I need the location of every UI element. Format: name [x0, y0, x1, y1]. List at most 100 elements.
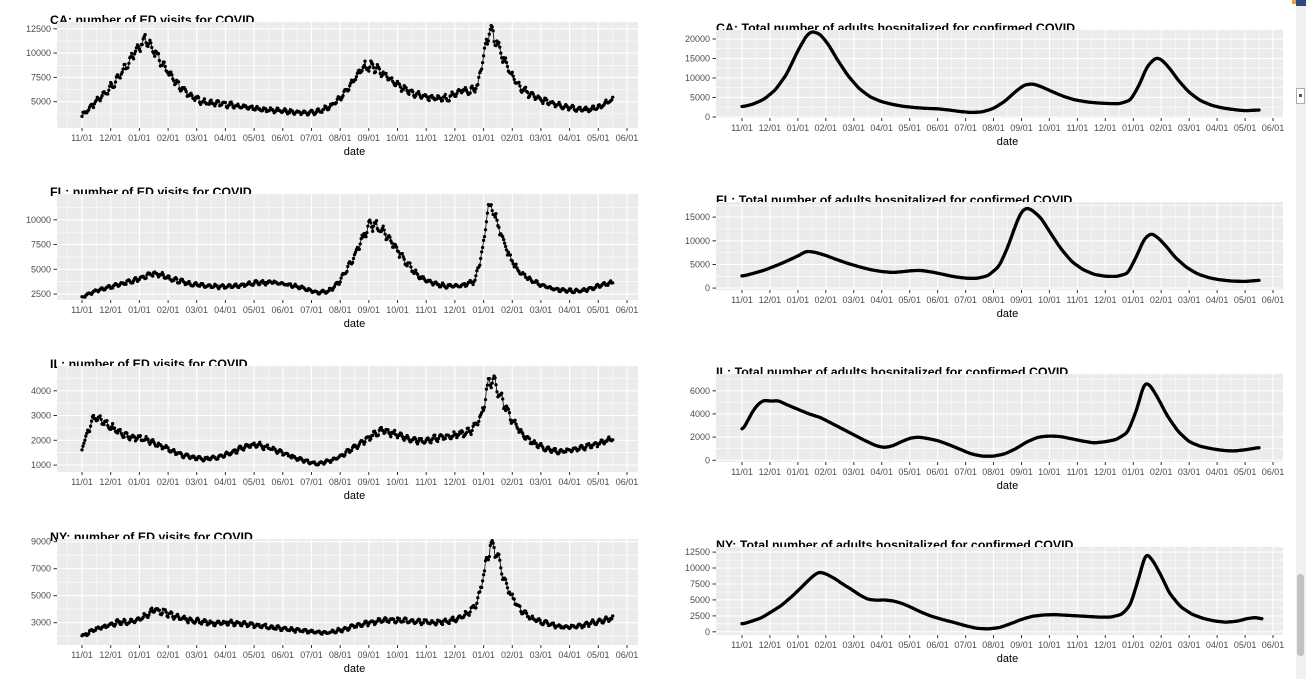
svg-text:date: date [997, 653, 1018, 665]
svg-text:date: date [997, 480, 1018, 492]
svg-text:10000: 10000 [685, 236, 710, 246]
svg-text:11/01: 11/01 [415, 133, 437, 143]
svg-text:04/01: 04/01 [558, 305, 581, 315]
svg-text:10/01: 10/01 [386, 133, 409, 143]
panel-fl-hospitalized: FL: Total number of adults hospitalized … [660, 170, 1306, 340]
svg-text:11/01: 11/01 [71, 477, 93, 487]
svg-text:04/01: 04/01 [1206, 640, 1229, 650]
svg-text:date: date [344, 146, 365, 158]
svg-text:11/01: 11/01 [731, 640, 753, 650]
svg-text:03/01: 03/01 [1178, 123, 1201, 133]
scrollbar-thumb[interactable] [1297, 574, 1304, 656]
svg-text:09/01: 09/01 [1010, 640, 1033, 650]
scrollbar-marker[interactable] [1296, 88, 1305, 104]
svg-text:04/01: 04/01 [870, 295, 893, 305]
panel-ny-hospitalized: NY: Total number of adults hospitalized … [660, 510, 1306, 679]
svg-text:03/01: 03/01 [185, 650, 208, 660]
svg-text:06/01: 06/01 [1262, 295, 1285, 305]
svg-text:03/01: 03/01 [1178, 295, 1201, 305]
svg-text:06/01: 06/01 [272, 477, 295, 487]
svg-text:03/01: 03/01 [185, 305, 208, 315]
svg-text:01/01: 01/01 [1122, 640, 1145, 650]
svg-text:2500: 2500 [690, 611, 710, 621]
svg-text:03/01: 03/01 [185, 133, 208, 143]
panel-fl-ed-visits: FL: number of ED visits for COVID 2500 50… [0, 170, 660, 340]
svg-text:04/01: 04/01 [870, 123, 893, 133]
svg-text:12/01: 12/01 [1094, 295, 1117, 305]
svg-text:08/01: 08/01 [982, 467, 1005, 477]
fl-hospitalized-plot: 0 5000 10000 15000 11/01 12/01 01/01 02/01 03/01… [685, 202, 1285, 320]
svg-text:01/01: 01/01 [787, 123, 810, 133]
svg-text:01/01: 01/01 [1122, 123, 1145, 133]
svg-text:4000: 4000 [31, 386, 51, 396]
svg-text:01/01: 01/01 [472, 650, 495, 660]
panel-il-ed-visits: IL: number of ED visits for COVID 1000 20… [0, 340, 660, 510]
il-hospitalized-plot: 0 2000 4000 6000 11/01 12/01 01/01 02/01 03/01 04… [690, 374, 1284, 492]
svg-text:11/01: 11/01 [1066, 467, 1088, 477]
svg-text:04/01: 04/01 [214, 133, 237, 143]
il-ed-visits-plot: 1000 2000 3000 4000 11/01 12/01 01/01 02/01 03/0… [31, 366, 638, 502]
svg-text:0: 0 [705, 112, 710, 122]
svg-text:03/01: 03/01 [185, 477, 208, 487]
svg-text:07/01: 07/01 [954, 640, 977, 650]
svg-text:03/01: 03/01 [843, 640, 866, 650]
svg-text:01/01: 01/01 [128, 477, 151, 487]
svg-text:08/01: 08/01 [329, 133, 352, 143]
svg-text:02/01: 02/01 [815, 123, 838, 133]
panel-ny-ed-visits: NY: number of ED visits for COVID 3000 50… [0, 510, 660, 679]
svg-text:10000: 10000 [26, 48, 51, 58]
svg-text:10/01: 10/01 [1038, 640, 1061, 650]
svg-text:11/01: 11/01 [1066, 640, 1088, 650]
svg-text:08/01: 08/01 [982, 295, 1005, 305]
svg-text:11/01: 11/01 [71, 305, 93, 315]
svg-text:10/01: 10/01 [386, 650, 409, 660]
svg-text:06/01: 06/01 [272, 305, 295, 315]
accent-dot [1292, 0, 1296, 4]
svg-text:10000: 10000 [685, 563, 710, 573]
svg-text:02/01: 02/01 [1150, 640, 1173, 650]
panel-ca-ed-visits: CA: number of ED visits for COVID 5000 75… [0, 0, 660, 170]
svg-text:05/01: 05/01 [898, 640, 921, 650]
svg-text:08/01: 08/01 [329, 650, 352, 660]
svg-text:06/01: 06/01 [616, 305, 639, 315]
svg-text:5000: 5000 [690, 260, 710, 270]
svg-text:5000: 5000 [690, 595, 710, 605]
svg-text:12/01: 12/01 [444, 305, 467, 315]
svg-text:12/01: 12/01 [759, 467, 782, 477]
svg-text:06/01: 06/01 [926, 123, 949, 133]
svg-text:06/01: 06/01 [926, 467, 949, 477]
panel-il-hospitalized: IL: Total number of adults hospitalized … [660, 340, 1306, 510]
window-scrollbar[interactable] [1292, 0, 1306, 679]
svg-text:12/01: 12/01 [99, 133, 122, 143]
svg-text:01/01: 01/01 [472, 477, 495, 487]
svg-text:05/01: 05/01 [1234, 467, 1257, 477]
svg-text:04/01: 04/01 [558, 650, 581, 660]
svg-text:05/01: 05/01 [587, 650, 610, 660]
svg-text:03/01: 03/01 [1178, 467, 1201, 477]
svg-text:12/01: 12/01 [99, 477, 122, 487]
ny-ed-visits-plot: 3000 5000 7000 9000 11/01 12/01 01/01 02/01 03/0… [31, 537, 638, 675]
svg-text:7500: 7500 [690, 579, 710, 589]
svg-text:5000: 5000 [690, 93, 710, 103]
svg-text:01/01: 01/01 [472, 133, 495, 143]
svg-text:0: 0 [705, 455, 710, 465]
svg-text:7500: 7500 [31, 240, 51, 250]
scrollbar-top-accent [1296, 0, 1306, 6]
svg-text:12/01: 12/01 [1094, 123, 1117, 133]
svg-text:07/01: 07/01 [954, 467, 977, 477]
svg-text:03/01: 03/01 [843, 123, 866, 133]
svg-text:12/01: 12/01 [444, 650, 467, 660]
svg-text:09/01: 09/01 [358, 305, 381, 315]
svg-text:11/01: 11/01 [71, 133, 93, 143]
svg-text:05/01: 05/01 [898, 467, 921, 477]
svg-text:03/01: 03/01 [530, 133, 553, 143]
svg-text:10/01: 10/01 [386, 305, 409, 315]
svg-text:06/01: 06/01 [926, 640, 949, 650]
svg-text:02/01: 02/01 [815, 295, 838, 305]
svg-text:03/01: 03/01 [530, 650, 553, 660]
svg-text:06/01: 06/01 [926, 295, 949, 305]
svg-text:07/01: 07/01 [954, 123, 977, 133]
svg-text:11/01: 11/01 [1066, 295, 1088, 305]
svg-text:15000: 15000 [685, 54, 710, 64]
svg-text:date: date [997, 308, 1018, 320]
